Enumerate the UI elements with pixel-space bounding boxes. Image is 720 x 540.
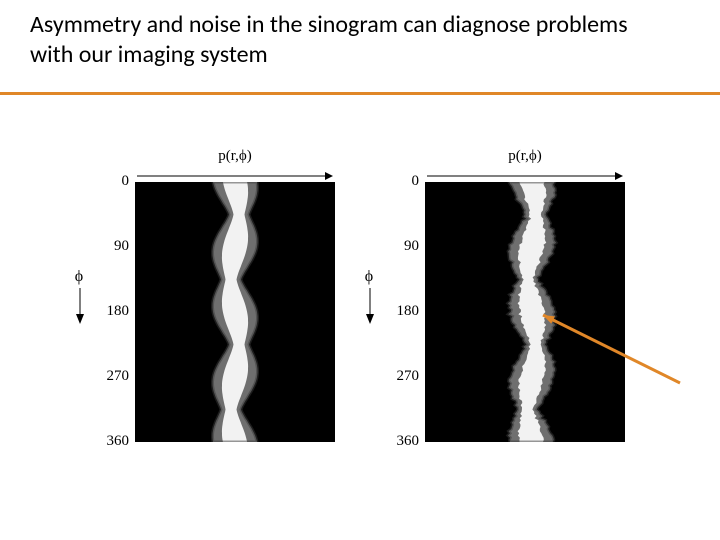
y-tick-label: 270: [397, 368, 420, 385]
annotation-arrow: [531, 303, 692, 395]
title-underline: [0, 92, 720, 95]
y-axis-label-right: ϕ: [359, 268, 379, 286]
y-axis-label-left: ϕ: [69, 268, 89, 286]
sinogram-svg-left: [135, 182, 335, 442]
y-tick-label: 0: [412, 173, 420, 190]
y-tick-label: 270: [107, 368, 130, 385]
x-axis-label-left: p(r,ϕ): [135, 148, 335, 165]
y-tick-label: 360: [107, 433, 130, 450]
y-axis-arrow-left: [73, 286, 87, 326]
y-tick-label: 90: [404, 238, 419, 255]
slide: Asymmetry and noise in the sinogram can …: [0, 0, 720, 540]
y-tick-label: 180: [397, 303, 420, 320]
x-axis-arrow-right: [425, 164, 625, 182]
y-tick-label: 90: [114, 238, 129, 255]
y-tick-label: 180: [107, 303, 130, 320]
x-axis-arrow-left: [135, 164, 335, 182]
y-axis-arrow-right: [363, 286, 377, 326]
sinogram-panel-left: p(r,ϕ) 090180270360 ϕ: [95, 160, 335, 462]
y-axis-ticks-left: 090180270360: [95, 182, 129, 442]
y-tick-label: 360: [397, 433, 420, 450]
y-axis-ticks-right: 090180270360: [385, 182, 419, 442]
y-tick-label: 0: [122, 173, 130, 190]
x-axis-label-right: p(r,ϕ): [425, 148, 625, 165]
sinogram-plot-left: [135, 182, 335, 442]
slide-title: Asymmetry and noise in the sinogram can …: [30, 10, 670, 70]
